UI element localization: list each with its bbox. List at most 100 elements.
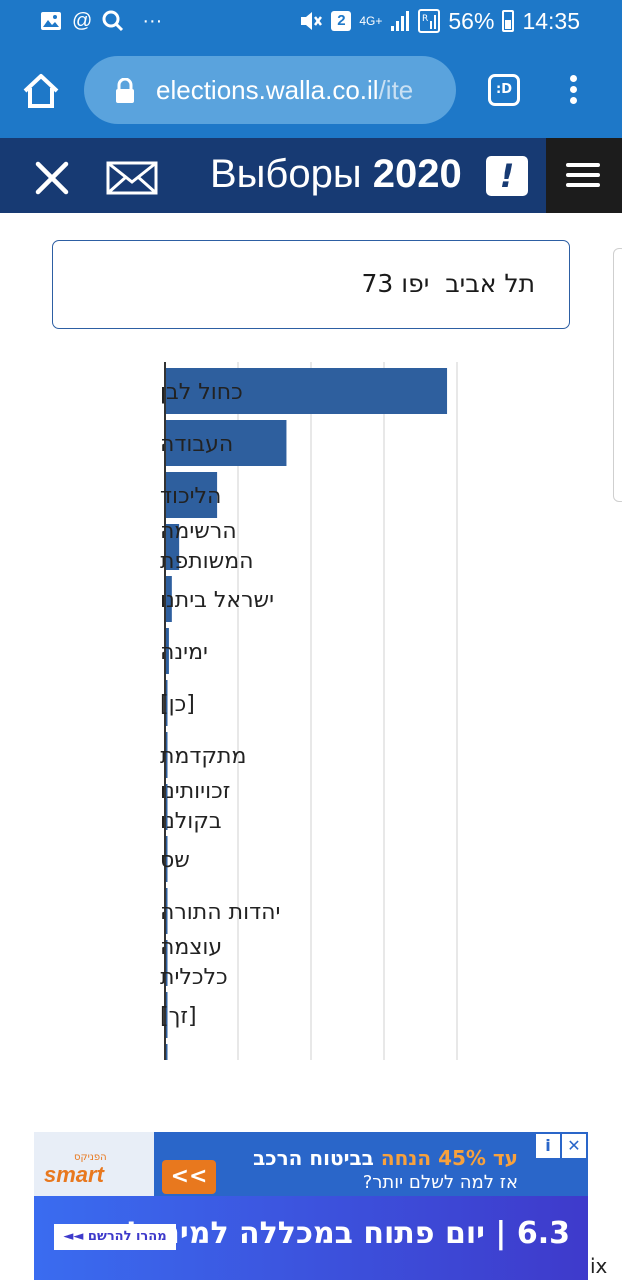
chart-category-label-line: אומת xyxy=(160,1056,210,1060)
chart-bar[interactable] xyxy=(166,680,168,726)
chart-category-label-line: [זך] xyxy=(160,1004,197,1029)
chart-bar[interactable] xyxy=(166,732,168,778)
ad-headline: עד 45% הנחה בביטוח הרכב xyxy=(253,1146,518,1170)
site-title-year: 2020 xyxy=(372,152,462,196)
ad-logo-caption: הפניקס xyxy=(74,1152,107,1163)
chart-bar[interactable] xyxy=(166,524,180,570)
chart-category-label-line: כלכלית xyxy=(160,965,228,990)
roaming-signal-icon: R xyxy=(418,9,441,33)
chart-category-label: עוצמה כלכלית xyxy=(160,935,228,990)
adjacent-panel-edge xyxy=(613,248,622,502)
chart-category-label: יהדות התורה xyxy=(160,900,280,925)
ad-info-icon[interactable]: i xyxy=(536,1134,560,1158)
network-4g-icon: 4G+ xyxy=(359,14,383,28)
chart-category-label: הליכוד xyxy=(160,484,221,509)
chart-category-label: זכויותינו בקולנו xyxy=(160,779,230,834)
image-icon xyxy=(41,12,61,30)
chart-category-label-line: עוצמה xyxy=(160,935,222,960)
chart-category-label-line: [כן] xyxy=(160,692,195,717)
url-host: elections.walla.co.il xyxy=(156,75,379,105)
ad-headline-highlight: עד 45% הנחה xyxy=(380,1146,518,1170)
results-bar-chart: כחול לבן העבודה הליכוד הרשימה המשותפת ישראל ב… xyxy=(160,362,458,1060)
ad-subline: אז למה לשלם יותר? xyxy=(362,1172,518,1193)
chart-bar[interactable] xyxy=(166,472,218,518)
lock-icon xyxy=(116,78,134,103)
url-path: /ite xyxy=(378,75,414,105)
ad-top-strip[interactable]: הפניקס smart << עד 45% הנחה בביטוח הרכב … xyxy=(34,1132,588,1196)
chart-category-label-line: העבודה xyxy=(160,432,233,457)
search-icon xyxy=(102,10,124,32)
chart-category-label-line: הרשימה xyxy=(160,519,237,544)
chart-category-label-line: מתקדמת xyxy=(160,744,246,769)
battery-percent: 56% xyxy=(448,7,495,34)
svg-text:R: R xyxy=(422,14,428,24)
chart-category-label-line: שס xyxy=(160,848,190,873)
site-title: Выборы 2020 xyxy=(210,150,462,198)
chart-category-label-line: זכויותינו xyxy=(160,779,230,804)
chart-category-label: מתקדמת xyxy=(160,744,246,769)
mute-icon xyxy=(301,12,323,30)
chart-bar[interactable] xyxy=(166,940,168,986)
at-icon: @ xyxy=(72,10,93,32)
signal-icon xyxy=(391,11,410,31)
chart-category-label: ישראל ביתנו xyxy=(160,588,274,613)
hamburger-menu-icon[interactable] xyxy=(546,138,622,213)
ad-bottom-strip[interactable]: 6.3 | יום פתוח במכללה למינהל מהרו להרשם … xyxy=(34,1196,588,1280)
mail-icon[interactable] xyxy=(106,160,158,196)
chart-bar[interactable] xyxy=(166,368,448,414)
chart-category-label-line: בקולנו xyxy=(160,809,222,834)
ad-close-icon[interactable]: ✕ xyxy=(562,1134,586,1158)
chart-category-label: כחול לבן xyxy=(160,380,243,405)
ad-controls: i ✕ xyxy=(536,1134,586,1158)
tab-switcher-button[interactable]: :D xyxy=(488,74,520,106)
status-icons-right: 2 4G+ R 56% 14:35 xyxy=(299,6,580,36)
chart-category-label: הרשימה המשותפת xyxy=(160,519,254,574)
ad-logo: smart xyxy=(44,1162,104,1187)
home-icon[interactable] xyxy=(20,70,62,112)
site-header: Выборы 2020 ! xyxy=(0,138,622,213)
chart-category-label: העבודה xyxy=(160,432,233,457)
chart-category-label: [כן] xyxy=(160,692,195,717)
ad-corner-text: ix xyxy=(590,1254,608,1278)
chart-category-label: [זך] xyxy=(160,1004,197,1029)
chart-bar[interactable] xyxy=(166,836,168,882)
chart-category-label-line: הליכוד xyxy=(160,484,221,509)
chart-category-label-line: ישראל ביתנו xyxy=(160,588,274,613)
chart-bar[interactable] xyxy=(166,628,169,674)
chart-bar[interactable] xyxy=(166,888,168,934)
status-icons-left: @ ··· xyxy=(40,6,162,36)
locality-select-value: תל אביב יפו 73 xyxy=(361,269,535,298)
chart-category-label: אומת xyxy=(160,1056,210,1060)
locality-select[interactable]: תל אביב יפו 73 xyxy=(52,240,570,329)
ad-headline-rest: בביטוח הרכב xyxy=(253,1146,381,1170)
ad-cta-button[interactable]: מהרו להרשם ◄◄ xyxy=(54,1224,176,1250)
battery-icon xyxy=(502,10,515,32)
url-text: elections.walla.co.il/ite xyxy=(156,74,442,106)
chart-category-label: ימינה xyxy=(160,640,208,665)
chart-bar[interactable] xyxy=(166,992,168,1038)
url-field[interactable]: elections.walla.co.il/ite xyxy=(84,56,456,124)
brand-logo: ! xyxy=(486,156,528,196)
chart-category-label-line: המשותפת xyxy=(160,549,254,574)
chart-category-label-line: כחול לבן xyxy=(160,380,243,405)
chart-bar[interactable] xyxy=(166,576,172,622)
chart-bar[interactable] xyxy=(166,420,287,466)
clock: 14:35 xyxy=(522,7,580,34)
results-chart: כחול לבן העבודה הליכוד הרשימה המשותפת ישראל ב… xyxy=(0,360,622,1060)
ad-bottom-text: 6.3 | יום פתוח במכללה למינהל xyxy=(127,1216,570,1251)
more-icon: ··· xyxy=(142,10,163,32)
chart-category-label: שס xyxy=(160,848,190,873)
site-title-text: Выборы xyxy=(210,152,362,196)
chart-bar[interactable] xyxy=(166,784,168,830)
chart-category-label-line: ימינה xyxy=(160,640,208,665)
sim2-icon: 2 xyxy=(331,11,352,31)
ad-chevrons-button[interactable]: << xyxy=(162,1160,216,1194)
chart-category-label-line: יהדות התורה xyxy=(160,900,280,925)
close-icon[interactable] xyxy=(32,158,72,198)
status-bar: @ ··· 2 4G+ R 56% 14:35 xyxy=(0,0,622,44)
ad-logo-area: הפניקס smart xyxy=(34,1132,154,1196)
chart-bar[interactable] xyxy=(166,1044,168,1060)
advertisement-banner[interactable]: הפניקס smart << עד 45% הנחה בביטוח הרכב … xyxy=(34,1132,588,1280)
overflow-menu-icon[interactable] xyxy=(560,72,586,108)
